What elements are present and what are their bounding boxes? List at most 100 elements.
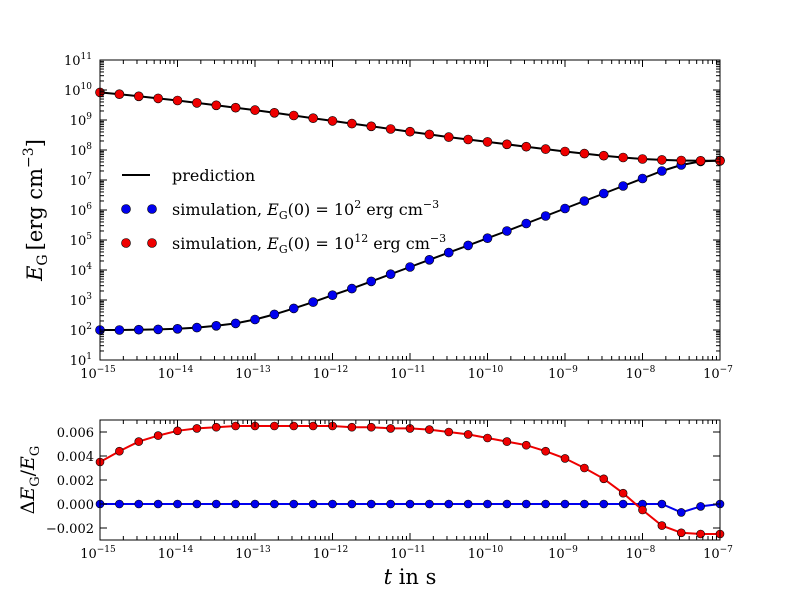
- error-point-0-27: [618, 499, 628, 509]
- top-x-tick-label-8: 10−7: [703, 365, 733, 382]
- bottom-y-tick-label-4: 0.006: [57, 426, 94, 441]
- top-y-tick-label-10: 1011: [64, 52, 92, 69]
- sim-point-2-14: [366, 276, 377, 287]
- sim-point-2-26: [598, 188, 609, 199]
- bottom-plot-area: [95, 421, 725, 539]
- error-point-0-12: [328, 499, 337, 509]
- sim-point-3-10: [288, 110, 299, 121]
- sim-point-3-21: [502, 139, 512, 150]
- top-y-tick-label-3: 104: [70, 262, 93, 279]
- top-y-tick-label-7: 108: [70, 142, 93, 159]
- bottom-x-tick-label-6: 10−9: [548, 545, 578, 562]
- sim-point-3-14: [366, 121, 377, 132]
- bottom-y-axis: −0.002 0.000 0.002 0.004 0.006: [46, 426, 720, 537]
- error-point-1-14: [366, 422, 376, 432]
- sim-point-3-17: [424, 129, 435, 140]
- bottom-x-tick-label-1: 10−14: [158, 545, 194, 562]
- top-y-tick-label-1: 102: [70, 322, 92, 339]
- sim-point-3-25: [579, 148, 590, 159]
- sim-point-2-23: [540, 211, 551, 221]
- sim-point-3-30: [676, 155, 687, 166]
- bottom-y-tick-label-2: 0.002: [57, 474, 94, 489]
- sim-point-2-18: [443, 247, 454, 258]
- top-x-tick-label-2: 10−13: [235, 365, 271, 382]
- sim-point-2-10: [288, 303, 299, 314]
- sim-point-2-1: [114, 325, 125, 335]
- error-point-0-4: [173, 499, 182, 509]
- bottom-y-tick-label-3: 0.004: [57, 450, 94, 465]
- sim-point-2-5: [192, 322, 202, 333]
- sim-point-3-20: [482, 137, 493, 147]
- sim-point-3-2: [133, 91, 144, 102]
- sim-point-2-2: [133, 324, 144, 335]
- sim-point-2-17: [424, 254, 435, 265]
- sim-point-3-26: [598, 150, 609, 161]
- sim-point-3-8: [250, 105, 260, 115]
- error-point-1-30: [676, 528, 686, 538]
- bottom-x-tick-label-7: 10−8: [626, 545, 656, 562]
- sim-point-3-5: [192, 98, 202, 108]
- error-point-1-4: [173, 426, 182, 436]
- sim-point-2-9: [269, 309, 280, 320]
- error-point-0-17: [425, 499, 434, 509]
- error-point-0-26: [599, 499, 609, 509]
- sim-point-2-16: [405, 262, 415, 272]
- sim-point-3-24: [560, 146, 570, 157]
- sim-point-3-23: [540, 144, 551, 154]
- error-point-0-1: [115, 499, 124, 509]
- error-point-1-23: [541, 446, 550, 456]
- sim-point-3-29: [657, 155, 667, 165]
- bottom-x-tick-label-5: 10−10: [468, 545, 504, 562]
- top-x-axis: 10−15 10−14 10−13 10−12 10−11 10−10 10−9 10−8 10…: [80, 60, 733, 382]
- sim-point-2-28: [637, 173, 648, 184]
- error-point-1-18: [444, 427, 454, 437]
- sim-point-3-4: [172, 95, 183, 106]
- sim-point-2-7: [230, 318, 241, 329]
- error-point-0-8: [250, 499, 260, 509]
- error-point-1-13: [347, 422, 357, 432]
- sim-point-2-22: [521, 218, 532, 229]
- error-point-1-19: [463, 430, 473, 439]
- top-y-tick-label-6: 107: [70, 172, 93, 189]
- sim-point-2-15: [385, 269, 396, 280]
- error-point-0-9: [270, 499, 279, 509]
- sim-point-2-25: [579, 196, 590, 206]
- sim-point-3-9: [269, 108, 280, 118]
- error-point-1-11: [308, 421, 318, 431]
- legend-red-marker-1: [121, 238, 131, 248]
- error-point-0-21: [502, 499, 512, 509]
- sim-point-3-12: [327, 116, 338, 126]
- error-point-1-10: [289, 421, 299, 431]
- error-point-0-24: [560, 499, 570, 509]
- sim-point-3-3: [153, 93, 163, 104]
- error-point-0-18: [444, 499, 454, 509]
- bottom-chart: 10−15 10−14 10−13 10−12 10−11 10−10 10−9 10−8 10…: [17, 419, 733, 589]
- sim-point-3-7: [230, 102, 241, 113]
- bottom-x-tick-label-3: 10−12: [313, 545, 349, 562]
- error-point-0-19: [463, 499, 473, 509]
- sim-point-3-1: [114, 89, 125, 99]
- top-x-tick-label-6: 10−9: [548, 365, 578, 382]
- legend-blue-marker-2: [147, 204, 157, 214]
- error-point-0-6: [211, 499, 221, 509]
- legend-blue-marker-1: [121, 204, 131, 214]
- error-point-1-28: [638, 505, 647, 515]
- error-point-0-14: [366, 499, 376, 509]
- error-point-0-29: [657, 499, 667, 509]
- top-y-tick-label-9: 1010: [64, 82, 92, 99]
- bottom-axes-frame: [99, 419, 721, 541]
- sim-point-3-18: [443, 132, 454, 142]
- sim-point-3-16: [405, 126, 415, 137]
- top-x-tick-label-3: 10−12: [313, 365, 349, 382]
- top-y-tick-label-2: 103: [70, 292, 93, 309]
- error-point-1-22: [521, 440, 531, 450]
- error-point-1-6: [211, 422, 221, 432]
- error-point-1-26: [599, 474, 609, 484]
- bottom-y-tick-label-1: 0.000: [57, 498, 94, 513]
- sim-point-2-24: [560, 203, 570, 214]
- error-point-1-1: [115, 446, 124, 456]
- sim-point-3-11: [308, 113, 318, 123]
- error-point-1-20: [483, 433, 492, 443]
- bottom-x-tick-label-4: 10−11: [390, 545, 426, 562]
